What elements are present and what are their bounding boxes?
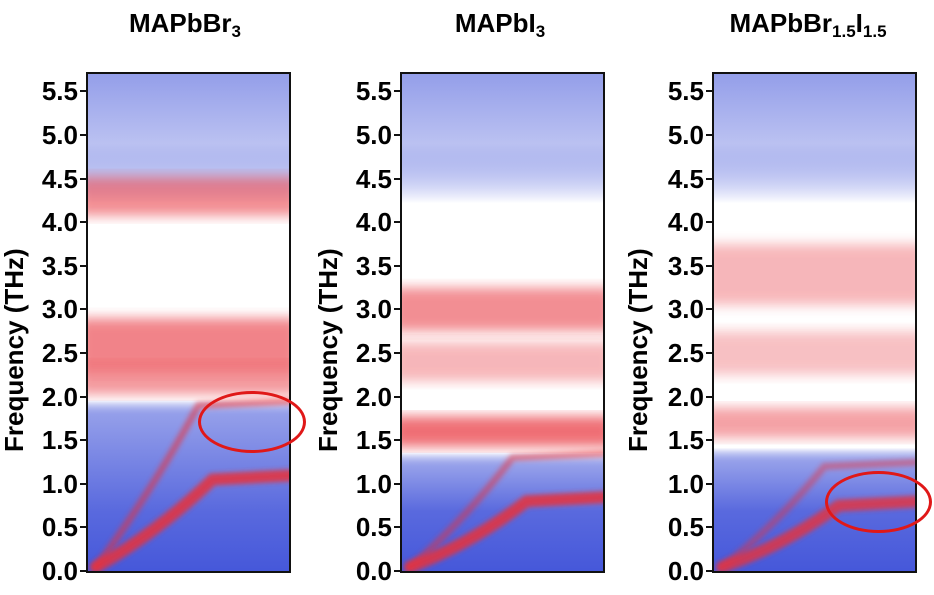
y-tick-mark xyxy=(394,570,400,572)
y-tick-mark xyxy=(706,90,712,93)
y-tick-label: 2.0 xyxy=(41,381,78,412)
highlight-ellipse xyxy=(198,391,306,453)
y-tick-mark xyxy=(80,395,86,398)
y-tick-mark xyxy=(706,134,712,137)
y-tick-mark xyxy=(706,221,712,224)
y-tick-mark xyxy=(80,134,86,137)
y-tick-label: 2.5 xyxy=(41,338,78,369)
y-tick-label: 2.0 xyxy=(355,381,392,412)
heatmap-svg xyxy=(402,74,603,571)
y-tick-mark xyxy=(394,264,400,267)
y-tick-label: 3.5 xyxy=(41,250,78,281)
y-tick-label: 4.5 xyxy=(667,163,704,194)
y-tick-mark xyxy=(80,570,86,572)
y-tick-mark xyxy=(706,264,712,267)
y-tick-mark xyxy=(706,526,712,529)
y-tick-label: 1.0 xyxy=(667,468,704,499)
y-tick-label: 5.5 xyxy=(41,76,78,107)
y-tick-label: 1.0 xyxy=(41,468,78,499)
y-tick-mark xyxy=(80,482,86,485)
y-axis-label: Frequency (THz) xyxy=(313,248,343,452)
y-tick-mark xyxy=(394,177,400,180)
y-tick-label: 0.0 xyxy=(667,556,704,586)
panel-title: MAPbI3 xyxy=(454,8,546,41)
spectral-band xyxy=(714,331,915,375)
heatmap-plot xyxy=(86,72,291,573)
y-tick-label: 0.5 xyxy=(355,512,392,543)
y-tick-label: 1.5 xyxy=(41,425,78,456)
y-tick-label: 5.5 xyxy=(667,76,704,107)
spectral-band xyxy=(402,287,603,332)
y-tick-mark xyxy=(80,90,86,93)
y-tick-mark xyxy=(80,177,86,180)
y-tick-label: 4.0 xyxy=(41,207,78,238)
y-tick-label: 4.0 xyxy=(667,207,704,238)
y-tick-label: 3.5 xyxy=(355,250,392,281)
spectral-band xyxy=(714,244,915,306)
y-tick-label: 1.5 xyxy=(667,425,704,456)
dispersion-branch xyxy=(404,491,603,571)
spectral-band xyxy=(402,342,603,382)
y-tick-mark xyxy=(80,526,86,529)
y-tick-label: 2.5 xyxy=(667,338,704,369)
y-tick-label: 4.0 xyxy=(355,207,392,238)
y-tick-label: 5.5 xyxy=(355,76,392,107)
y-tick-mark xyxy=(80,308,86,311)
y-tick-mark xyxy=(706,352,712,355)
y-tick-mark xyxy=(706,395,712,398)
y-tick-mark xyxy=(706,439,712,442)
y-tick-label: 0.0 xyxy=(41,556,78,586)
dispersion-branch xyxy=(90,469,289,571)
y-tick-mark xyxy=(394,134,400,137)
y-tick-label: 5.0 xyxy=(355,120,392,151)
spectral-band xyxy=(88,363,289,395)
y-tick-mark xyxy=(394,482,400,485)
y-tick-label: 2.5 xyxy=(355,338,392,369)
y-tick-mark xyxy=(394,352,400,355)
y-tick-mark xyxy=(80,264,86,267)
y-axis-label: Frequency (THz) xyxy=(0,248,29,452)
y-tick-label: 1.0 xyxy=(355,468,392,499)
y-tick-mark xyxy=(80,221,86,224)
y-tick-mark xyxy=(394,90,400,93)
y-tick-label: 5.0 xyxy=(41,120,78,151)
y-tick-mark xyxy=(706,570,712,572)
y-tick-mark xyxy=(394,395,400,398)
dispersion-branch xyxy=(92,397,289,571)
y-tick-mark xyxy=(394,221,400,224)
y-tick-mark xyxy=(80,352,86,355)
y-tick-label: 2.0 xyxy=(667,381,704,412)
y-tick-mark xyxy=(80,439,86,442)
y-tick-label: 0.5 xyxy=(41,512,78,543)
y-tick-mark xyxy=(706,177,712,180)
y-tick-label: 3.0 xyxy=(667,294,704,325)
y-tick-label: 4.5 xyxy=(41,163,78,194)
y-tick-mark xyxy=(394,439,400,442)
spectral-band xyxy=(714,407,915,439)
heatmap-svg xyxy=(88,74,289,571)
highlight-ellipse xyxy=(825,471,932,533)
y-tick-mark xyxy=(394,526,400,529)
heatmap-plot xyxy=(400,72,605,573)
panel-title: MAPbBr1.5I1.5 xyxy=(729,8,887,41)
y-axis-label: Frequency (THz) xyxy=(623,248,653,452)
y-tick-mark xyxy=(394,308,400,311)
spectral-band xyxy=(402,416,603,447)
spectral-band xyxy=(88,318,289,371)
y-tick-mark xyxy=(706,308,712,311)
y-tick-label: 0.5 xyxy=(667,512,704,543)
y-tick-label: 1.5 xyxy=(355,425,392,456)
y-tick-label: 3.0 xyxy=(355,294,392,325)
y-tick-mark xyxy=(706,482,712,485)
y-tick-label: 4.5 xyxy=(355,163,392,194)
y-tick-label: 3.0 xyxy=(41,294,78,325)
y-tick-label: 0.0 xyxy=(355,556,392,586)
y-tick-label: 3.5 xyxy=(667,250,704,281)
panel-title: MAPbBr3 xyxy=(128,8,242,41)
spectral-band xyxy=(88,176,289,216)
y-tick-label: 5.0 xyxy=(667,120,704,151)
